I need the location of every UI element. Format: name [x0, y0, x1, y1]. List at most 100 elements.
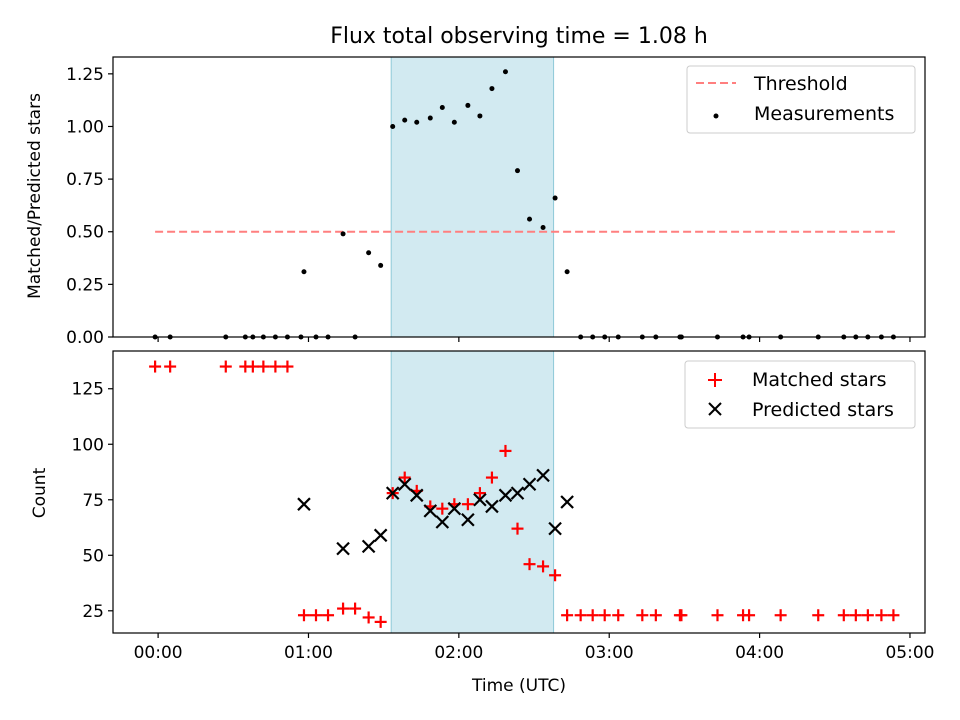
x-tick-label: 01:00: [284, 643, 333, 663]
matched-stars-point: [281, 360, 294, 373]
x-tick-label: 04:00: [735, 643, 784, 663]
predicted-stars-point: [461, 512, 475, 527]
measurements-legend-label: Measurements: [754, 103, 894, 125]
x-tick-label: 00:00: [134, 643, 183, 663]
matched-stars-point: [523, 558, 536, 571]
predicted-stars-legend-label: Predicted stars: [752, 399, 894, 421]
predicted-stars-point: [548, 521, 562, 536]
predicted-stars-point: [485, 499, 499, 514]
matched-stars-point: [362, 611, 375, 624]
bottom-plot-area: 25 50 75 100 125 00:00 01:00 02:00 03:00 04:00 05:…: [72, 350, 934, 663]
bottom-y-axis-label: Count: [30, 467, 50, 518]
matched-stars-point: [246, 360, 259, 373]
predicted-stars-point: [498, 488, 513, 503]
measurements-point: [477, 113, 483, 119]
measurements-point: [402, 117, 408, 123]
predicted-stars-point: [435, 515, 450, 529]
y-tick-label: 1.25: [66, 65, 104, 85]
measurements-point: [514, 168, 520, 174]
matched-stars-point: [473, 487, 486, 500]
predicted-stars-point: [536, 468, 550, 483]
top-legend-frame: [686, 65, 916, 134]
y-tick-label: 0.25: [66, 275, 104, 295]
y-tick-label: 0.00: [66, 328, 104, 348]
matched-stars-point: [574, 609, 587, 622]
matched-stars-point: [537, 560, 550, 573]
bottom-panel: 25 50 75 100 125 00:00 01:00 02:00 03:00 04:00 05:…: [30, 350, 934, 696]
predicted-stars-point: [409, 488, 424, 503]
matched-stars-point: [374, 615, 387, 628]
top-legend: Threshold Measurements: [686, 65, 916, 134]
predicted-stars-point: [522, 477, 537, 492]
measurements-point: [502, 69, 508, 75]
predicted-stars-point: [560, 495, 574, 509]
y-tick-label: 100: [72, 435, 104, 455]
y-tick-label: 1.00: [66, 117, 104, 137]
matched-stars-point: [349, 602, 362, 615]
matched-stars-point: [837, 609, 850, 622]
matched-stars-point: [774, 609, 787, 622]
matched-stars-point: [322, 609, 335, 622]
matched-stars-point: [849, 609, 862, 622]
matched-stars-point: [711, 609, 724, 622]
matched-stars-legend-label: Matched stars: [752, 369, 886, 391]
matched-stars-point: [649, 609, 662, 622]
matched-stars-point: [561, 609, 574, 622]
bottom-legend: Matched stars Predicted stars: [684, 360, 916, 429]
predicted-stars-point: [397, 477, 412, 492]
measurements-point: [378, 262, 384, 268]
matched-stars-point: [499, 444, 512, 457]
matched-stars-point: [149, 360, 162, 373]
y-tick-label: 0.50: [66, 223, 104, 243]
matched-stars-point: [586, 609, 599, 622]
matched-stars-point: [511, 522, 524, 535]
measurements-point: [489, 86, 495, 92]
matched-stars-point: [257, 360, 270, 373]
top-panel: Flux total observing time = 1.08 h 0.00 0…: [25, 24, 926, 348]
y-tick-label: 125: [72, 380, 104, 400]
matched-stars-point: [549, 569, 562, 582]
shaded-span: [390, 56, 555, 338]
predicted-stars-point: [373, 528, 388, 543]
y-tick-label: 25: [82, 602, 104, 622]
matched-stars-point: [164, 360, 177, 373]
measurements-point: [427, 115, 433, 121]
matched-stars-point: [875, 609, 888, 622]
matched-stars-point: [398, 471, 411, 484]
measurements-point: [451, 119, 457, 125]
matched-stars-point: [485, 471, 498, 484]
predicted-stars-point: [336, 541, 350, 556]
measurements-point: [564, 269, 570, 275]
matched-stars-point: [636, 609, 649, 622]
matched-stars-point: [612, 609, 625, 622]
x-tick-label: 05:00: [885, 643, 934, 663]
matched-stars-legend-marker: [708, 373, 722, 387]
matched-stars-point: [887, 609, 900, 622]
predicted-stars-legend-marker: [708, 402, 722, 416]
plot-frame: [112, 350, 926, 634]
x-tick-label: 03:00: [585, 643, 634, 663]
measurements-legend-marker: [713, 113, 719, 119]
matched-stars-point: [461, 498, 474, 511]
matched-stars-point: [219, 360, 232, 373]
predicted-stars-point: [297, 497, 311, 511]
chart-title: Flux total observing time = 1.08 h: [330, 24, 708, 49]
measurements-point: [540, 225, 546, 231]
threshold-legend-label: Threshold: [753, 73, 848, 95]
plot-frame: [112, 56, 926, 338]
x-axis-label: Time (UTC): [471, 676, 566, 696]
top-y-axis-label: Matched/Predicted stars: [25, 93, 45, 299]
matched-stars-point: [297, 609, 310, 622]
y-tick-label: 50: [82, 546, 104, 566]
predicted-stars-point: [447, 501, 462, 516]
measurements-point: [465, 102, 471, 108]
measurements-point: [414, 119, 420, 125]
x-tick-label: 02:00: [434, 643, 483, 663]
predicted-stars-point: [473, 492, 487, 507]
measurements-point: [340, 231, 346, 237]
matched-stars-point: [436, 502, 449, 515]
measurements-point: [439, 105, 445, 111]
predicted-stars-point: [510, 486, 525, 500]
matched-stars-point: [598, 609, 611, 622]
